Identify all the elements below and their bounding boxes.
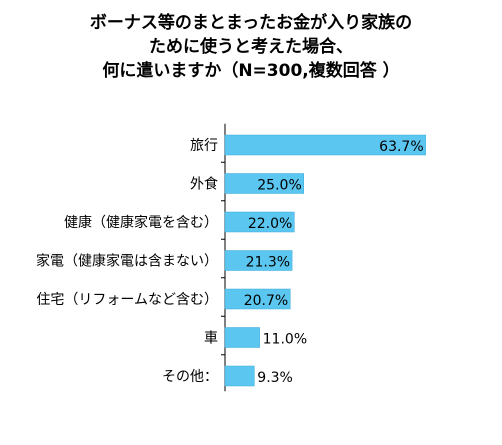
- data-label: 21.3%: [246, 255, 290, 271]
- bar: [224, 365, 255, 387]
- data-label: 63.7%: [379, 139, 423, 155]
- data-label: 20.7%: [244, 293, 288, 309]
- category-label: その他：: [162, 369, 218, 385]
- data-label: 9.3%: [257, 370, 293, 386]
- data-label: 25.0%: [257, 178, 301, 194]
- category-label: 健康（健康家電を含む）: [64, 214, 218, 231]
- bar: [224, 211, 295, 233]
- bar: [224, 288, 291, 310]
- data-label: 11.0%: [263, 332, 307, 348]
- category-label: 旅行: [190, 138, 218, 154]
- bars-layer: 旅行 63.7% 外食 25.0% 健康（健康家電を含む） 22.0% 家電（健康家電は含ま…: [36, 123, 426, 392]
- category-label: 家電（健康家電は含まない）: [36, 253, 218, 270]
- category-label: 外食: [190, 176, 218, 193]
- chart-title-line-2: ために使うと考えた場合、: [149, 37, 353, 57]
- bar: [224, 327, 260, 348]
- data-label: 22.0%: [248, 216, 292, 232]
- category-label: 住宅（リフォームなど含む）: [36, 292, 218, 308]
- chart-title-line-1: ボーナス等のまとまったお金が入り家族の: [89, 13, 413, 33]
- category-label: 車: [204, 330, 218, 347]
- bar: [224, 134, 426, 156]
- chart-title-line-3: 何に遣いますか（N=300,複数回答 ）: [102, 61, 400, 81]
- bar: [224, 250, 293, 271]
- bar: [224, 173, 304, 194]
